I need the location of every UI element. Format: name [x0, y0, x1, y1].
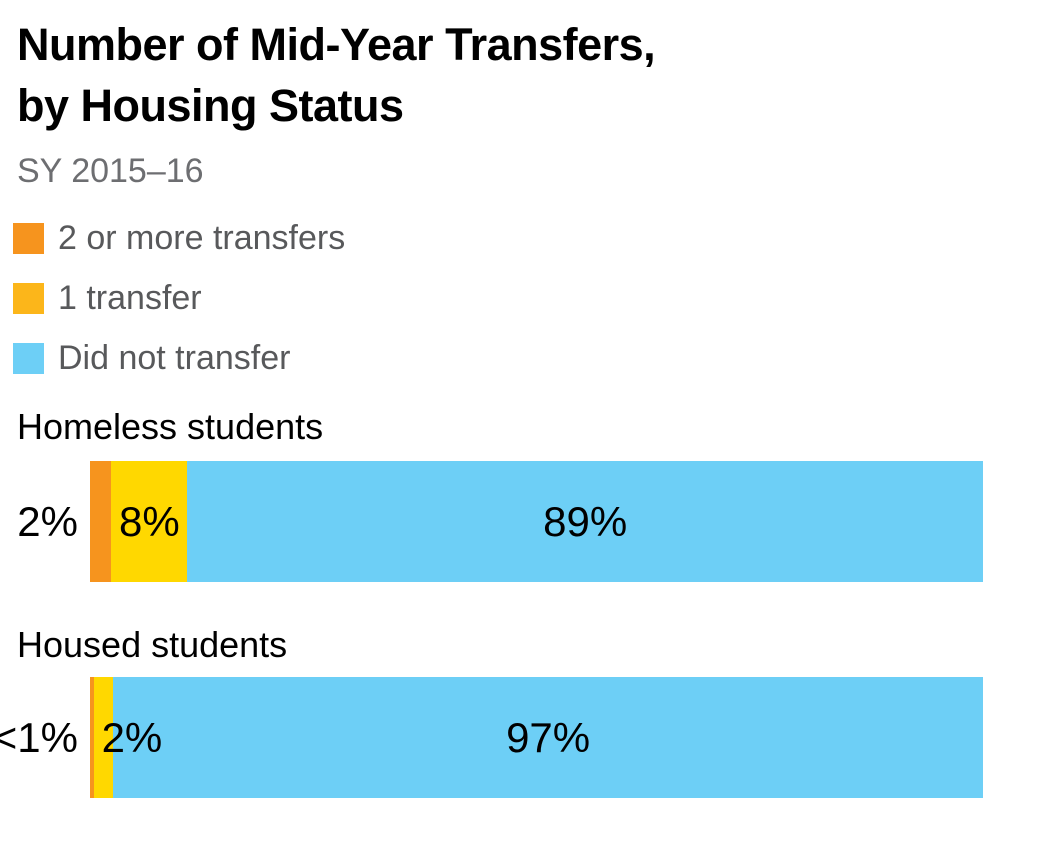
stacked-bar-housed-students: <1% 2% 97% [0, 677, 983, 798]
legend-swatch-blue [13, 342, 44, 374]
bar-segment-1-transfer: 2% [93, 677, 162, 798]
chart-title-line2: by Housing Status [17, 80, 404, 131]
chart-subtitle: SY 2015–16 [17, 152, 204, 190]
legend-label: 1 transfer [58, 278, 202, 317]
legend-item-2-or-more-transfers: 2 or more transfers [13, 219, 1050, 257]
bar-outside-value-label: <1% [0, 713, 78, 761]
category-label-housed-students: Housed students [17, 624, 288, 665]
legend-item-did-not-transfer: Did not transfer [13, 339, 1050, 377]
stacked-bar-homeless-students: 2% 8% 89% [17, 461, 983, 582]
bar-segment-did-not-transfer: 97% [113, 677, 983, 798]
bar-outside-value-label: 2% [17, 497, 78, 545]
bar-segment-1-transfer: 8% [111, 461, 188, 582]
category-label-homeless-students: Homeless students [17, 406, 324, 447]
bar-segment-value-label: 97% [506, 713, 591, 761]
legend-swatch-yellow [13, 282, 44, 314]
chart-title-line1: Number of Mid-Year Transfers, [17, 19, 656, 70]
chart-title: Number of Mid-Year Transfers, by Housing … [17, 14, 1050, 136]
legend-swatch-orange [13, 222, 44, 254]
bar-segment-2-or-more-transfers [90, 461, 112, 582]
bar-segment-value-label: 8% [119, 497, 180, 545]
legend: 2 or more transfers 1 transfer Did not t… [13, 219, 1050, 377]
legend-label: Did not transfer [58, 338, 291, 377]
legend-item-1-transfer: 1 transfer [13, 279, 1050, 317]
bar-segment-did-not-transfer: 89% [187, 461, 983, 582]
bar-segment-value-label: 89% [543, 497, 628, 545]
bar-segment-value-label: 2% [101, 713, 163, 761]
legend-label: 2 or more transfers [58, 218, 346, 257]
bar-segment-2-or-more-transfers [90, 677, 94, 798]
